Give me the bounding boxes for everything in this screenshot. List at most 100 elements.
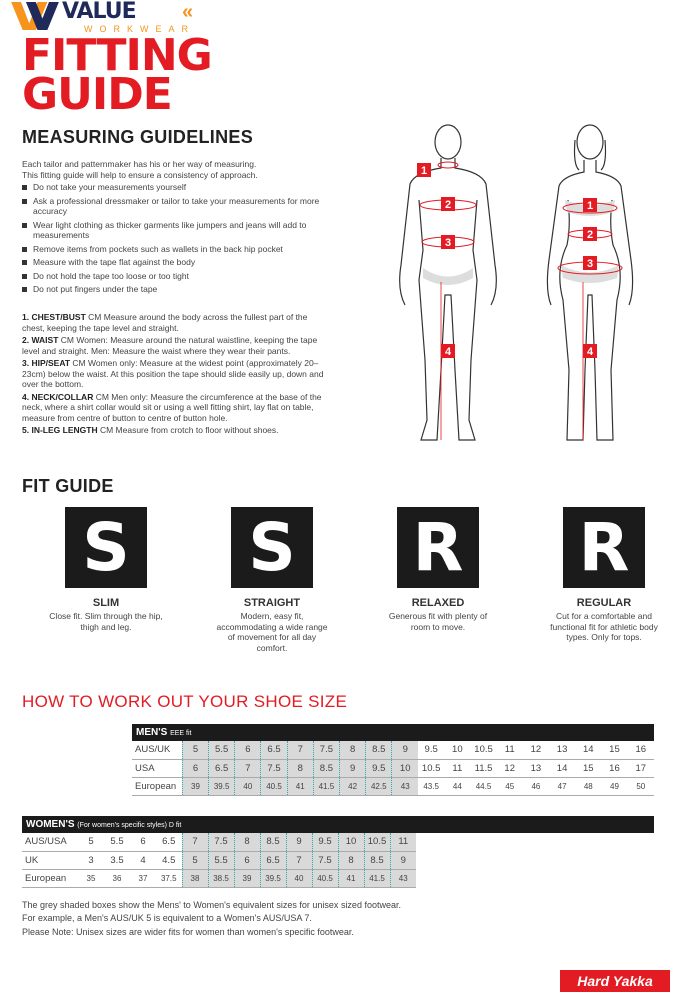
marker-4 <box>441 344 455 358</box>
marker-label: 4 <box>445 346 452 358</box>
size-cell: 41.5 <box>363 869 390 888</box>
fit-name: REGULAR <box>576 597 632 609</box>
size-cell: 43 <box>389 869 416 888</box>
size-cell: 39 <box>181 777 209 796</box>
size-cell: 5 <box>181 741 209 760</box>
fit-name: SLIM <box>92 597 120 609</box>
size-cell: 6 <box>130 833 156 852</box>
table-row: AUS/UK 5 5.5 6 6.5 7 7.5 8 8.5 9 9.5 10 10.5 11 12 13 14… <box>132 741 654 760</box>
size-cell: 8.5 <box>312 759 340 778</box>
size-cell: 11.5 <box>470 759 497 778</box>
item-desc: CM Women: Measure around the natural wai… <box>22 335 318 356</box>
item-title: HIP/SEAT <box>31 358 71 368</box>
intro-line: Each tailor and patternmaker has his or … <box>22 159 257 169</box>
shoe-note: For example, a Men's AUS/UK 5 is equival… <box>22 913 312 923</box>
size-cell: 15 <box>601 741 628 760</box>
size-cell: 8 <box>233 833 260 852</box>
womens-header: WOMEN'S (For women's specific styles) D … <box>22 816 654 833</box>
marker-1 <box>583 198 597 212</box>
size-cell: 3 <box>78 851 104 870</box>
guideline-bullet: Measure with the tape flat against the b… <box>22 257 322 268</box>
size-cell: 45 <box>496 777 523 796</box>
row-label: AUS/USA <box>22 833 78 852</box>
empty-cell <box>416 869 654 887</box>
row-label: AUS/UK <box>132 741 183 760</box>
size-cell: 42 <box>338 777 366 796</box>
intro-line: This fitting guide will help to ensure a… <box>22 169 258 180</box>
size-cell: 6.5 <box>260 741 288 760</box>
measurement-list: 1. CHEST/BUST CM Measure around the body… <box>22 312 332 438</box>
size-cell: 48 <box>575 777 602 796</box>
size-cell: 35 <box>78 869 104 888</box>
measurement-item: 5. IN-LEG LENGTH CM Measure from crotch … <box>22 425 332 436</box>
size-cell: 9.5 <box>365 759 392 778</box>
size-cell: 40 <box>285 869 312 888</box>
size-cell: 43.5 <box>418 777 445 796</box>
size-cell: 41 <box>337 869 364 888</box>
size-cell: 8.5 <box>363 851 390 870</box>
womens-title: WOMEN'S <box>26 819 75 830</box>
measurement-item: 3. HIP/SEAT CM Women only: Measure at th… <box>22 358 332 390</box>
size-cell: 11 <box>496 741 523 760</box>
fit-name: STRAIGHT <box>243 597 301 609</box>
size-cell: 14 <box>575 741 602 760</box>
size-cell: 39 <box>233 869 260 888</box>
shoe-note: Please Note: Unisex sizes are wider fits… <box>22 927 354 937</box>
size-cell: 9 <box>338 759 366 778</box>
measurement-item: 2. WAIST CM Women: Measure around the na… <box>22 335 332 356</box>
item-number: 1. <box>22 312 30 322</box>
size-cell: 10.5 <box>363 833 390 852</box>
size-cell: 6 <box>233 851 260 870</box>
empty-cell <box>416 833 654 851</box>
measuring-intro: Each tailor and patternmaker has his or … <box>22 159 258 180</box>
size-cell: 37.5 <box>156 869 182 888</box>
size-cell: 7 <box>181 833 208 852</box>
marker-label: 3 <box>445 237 451 249</box>
size-cell: 37 <box>130 869 156 888</box>
guideline-bullets: Do not take your measurements yourself As… <box>22 182 322 298</box>
fit-desc: Cut for a comfortable and functional fit… <box>550 611 658 642</box>
size-cell: 7 <box>285 851 312 870</box>
item-desc: CM Men only: Measure the circumference a… <box>22 391 322 423</box>
brand-logo: VALUE WORKWEAR « <box>10 0 220 35</box>
male-figure <box>399 124 497 441</box>
mens-header: MEN'S EEE fit <box>132 724 654 741</box>
size-cell: 5.5 <box>207 851 234 870</box>
guideline-bullet: Do not hold the tape too loose or too ti… <box>22 271 322 282</box>
size-cell: 12 <box>496 759 523 778</box>
table-row: USA 6 6.5 7 7.5 8 8.5 9 9.5 10 10.5 11 11.5 12 13 14 15 1… <box>132 759 654 778</box>
shoe-heading: HOW TO WORK OUT YOUR SHOE SIZE <box>22 692 348 711</box>
size-cell: 41.5 <box>312 777 340 796</box>
guideline-bullet: Ask a professional dressmaker or tailor … <box>22 196 322 217</box>
marker-label: 2 <box>445 199 451 211</box>
size-cell: 10 <box>391 759 419 778</box>
size-cell: 9.5 <box>418 741 445 760</box>
fit-tile-straight: S <box>231 507 313 588</box>
size-cell: 40.5 <box>260 777 288 796</box>
womens-fit: (For women's specific styles) D fit <box>77 822 182 829</box>
size-cell: 5.5 <box>208 741 235 760</box>
size-cell: 7.5 <box>260 759 288 778</box>
size-cell: 39.5 <box>208 777 235 796</box>
guideline-bullet: Do not take your measurements yourself <box>22 182 322 193</box>
row-label: USA <box>132 759 183 778</box>
fit-tile-slim: S <box>65 507 147 588</box>
row-label: UK <box>22 851 78 870</box>
size-cell: 4 <box>130 851 156 870</box>
size-cell: 9 <box>285 833 312 852</box>
chevrons-icon: « <box>182 1 194 23</box>
size-cell: 41 <box>286 777 314 796</box>
size-cell: 9 <box>391 741 419 760</box>
size-cell: 9 <box>389 851 416 870</box>
table-row: European 35 36 37 37.5 38 38.5 39 39.5 40 40.5 41 41… <box>22 869 654 888</box>
size-cell: 9.5 <box>311 833 338 852</box>
size-cell: 13 <box>549 741 576 760</box>
size-cell: 8.5 <box>259 833 286 852</box>
size-cell: 36 <box>104 869 130 888</box>
measuring-heading: MEASURING GUIDELINES <box>22 127 254 147</box>
male-underwear <box>423 268 473 285</box>
size-cell: 10.5 <box>470 741 497 760</box>
size-cell: 6 <box>181 759 209 778</box>
brand-sub: WORKWEAR <box>84 24 195 34</box>
marker-label: 3 <box>587 258 593 270</box>
